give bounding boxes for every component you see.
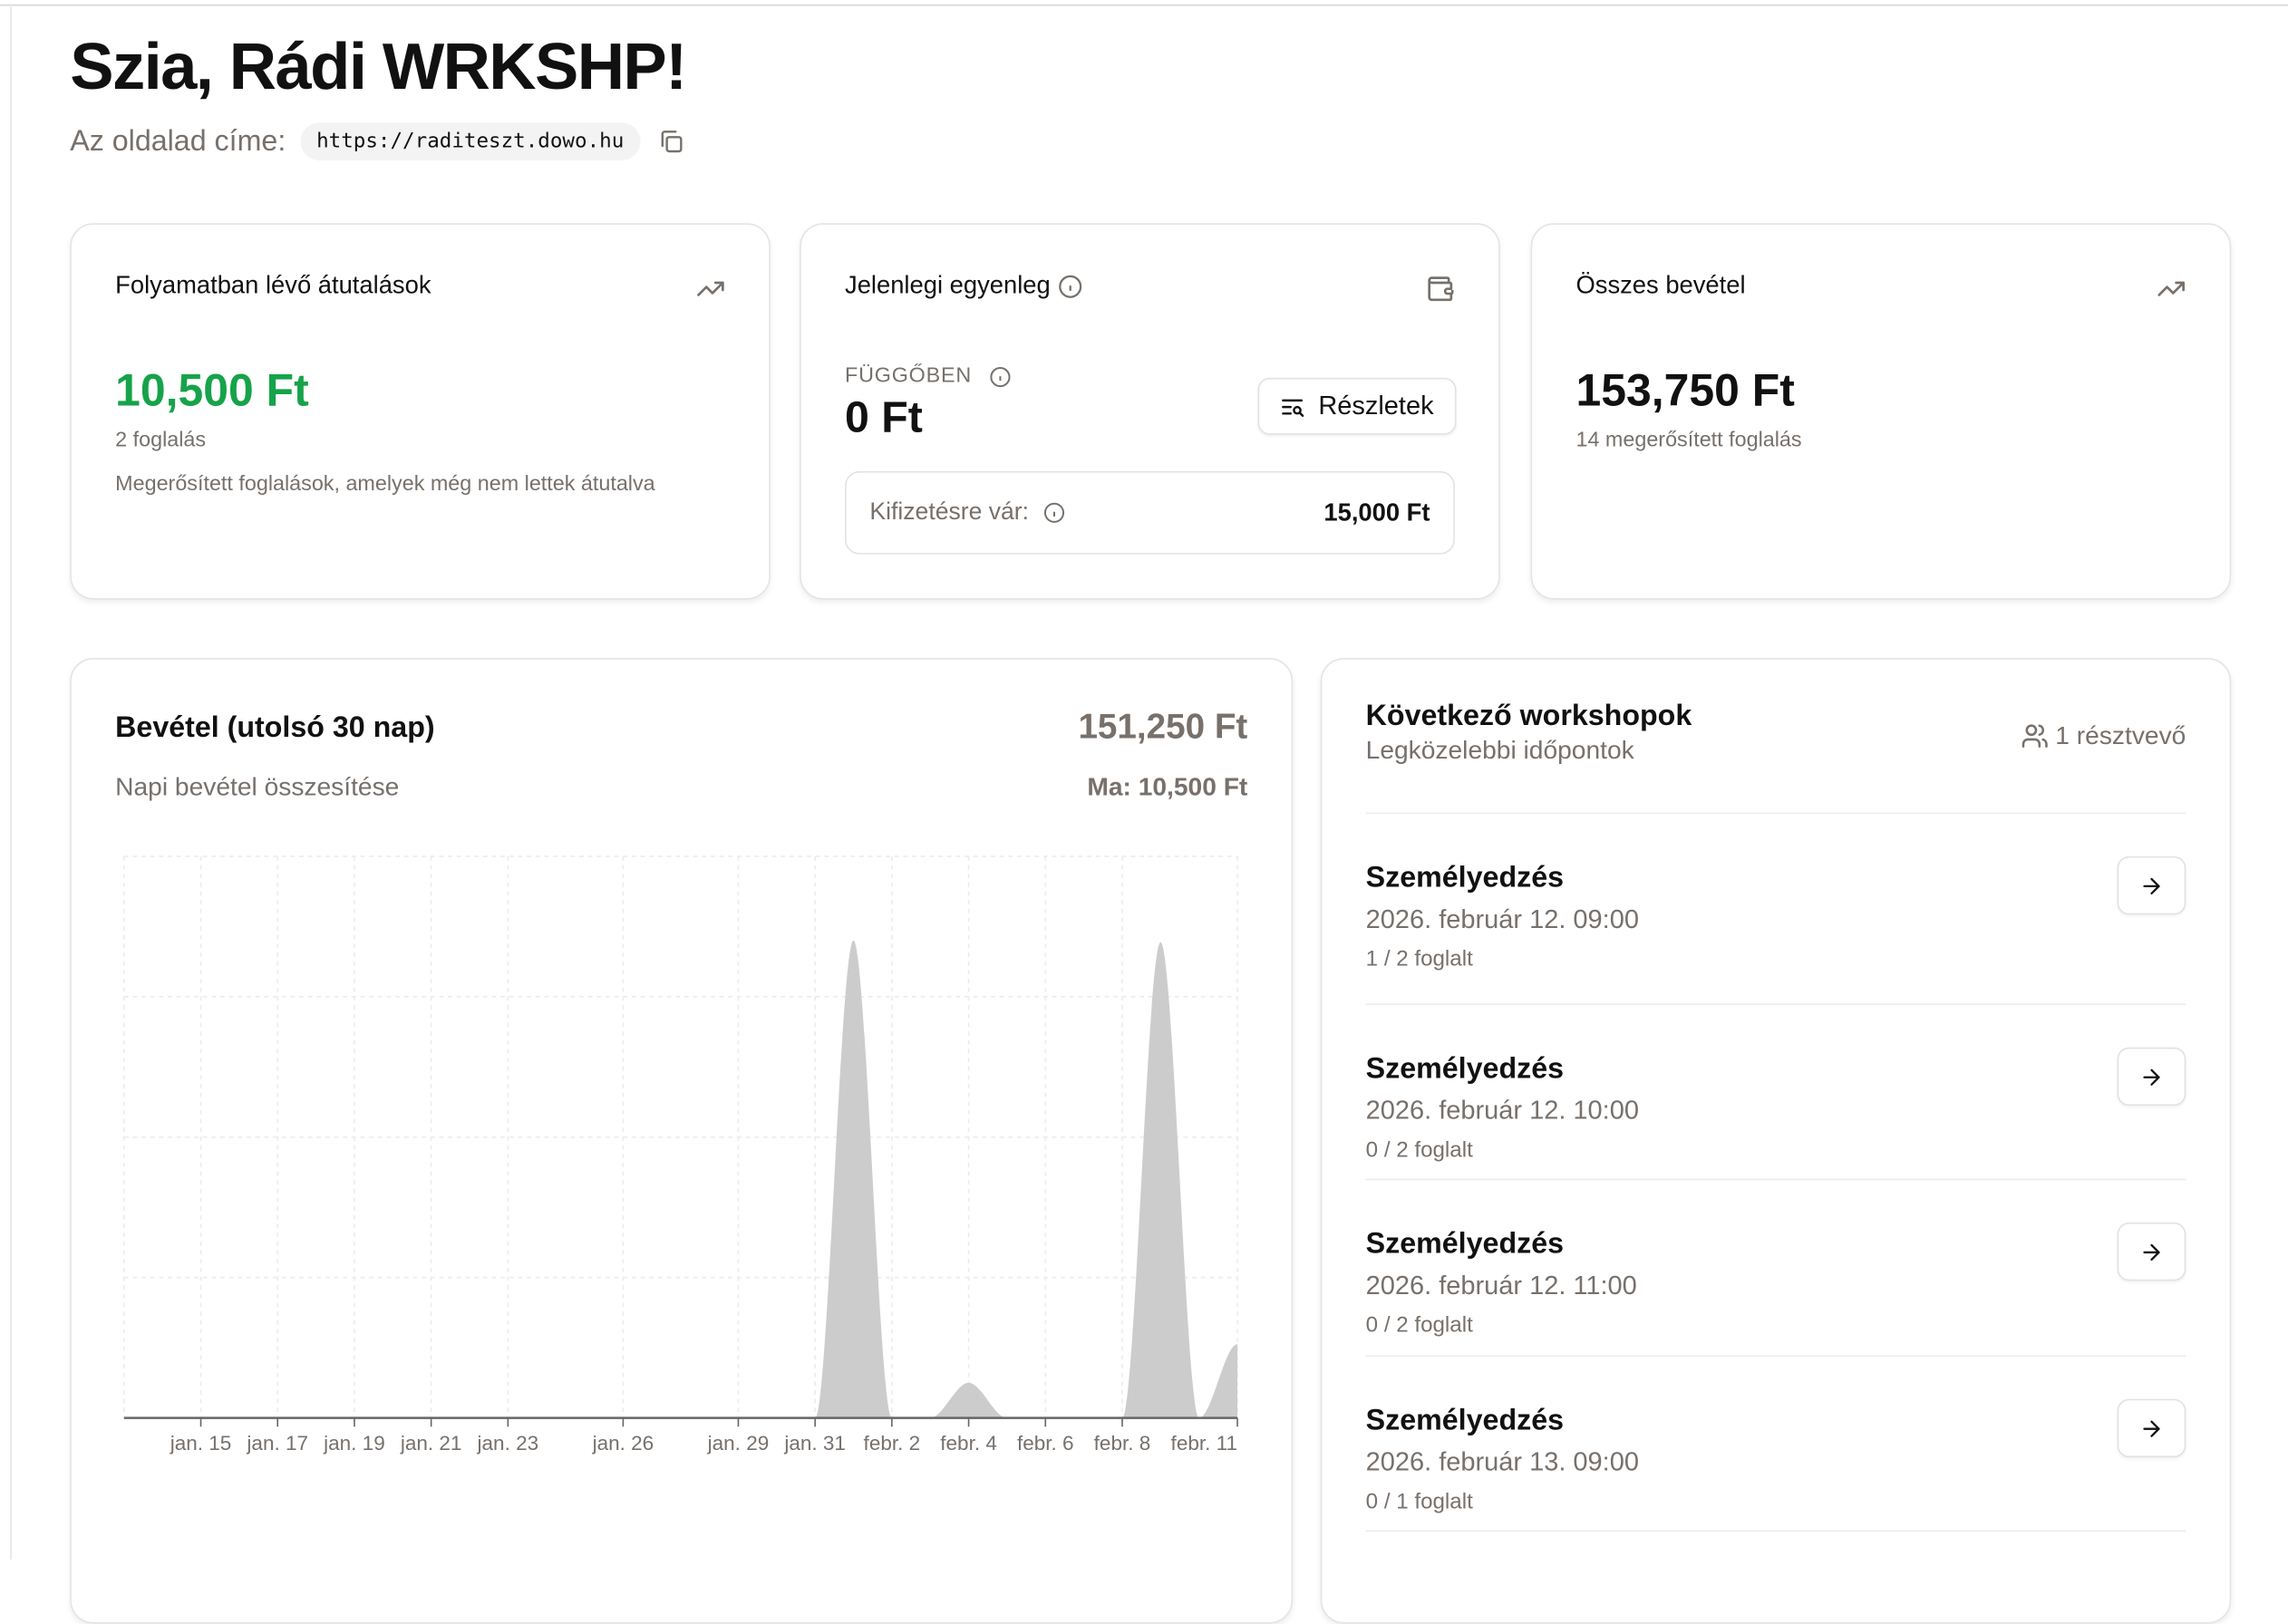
booking-count: 2 foglalás bbox=[115, 429, 207, 453]
copy-icon[interactable] bbox=[657, 129, 683, 155]
card-description: Megerősített foglalások, amelyek még nem… bbox=[115, 472, 655, 497]
site-address-row: Az oldalad címe: https://raditeszt.dowo.… bbox=[70, 122, 683, 161]
open-workshop-button[interactable] bbox=[2117, 1398, 2186, 1458]
awaiting-payout-box: Kifizetésre vár: 15,000 Ft bbox=[845, 470, 1455, 555]
wallet-icon bbox=[1428, 276, 1454, 302]
top-border bbox=[0, 4, 2288, 6]
sidebar-border bbox=[10, 4, 12, 1560]
trending-up-icon bbox=[697, 281, 724, 296]
participants-count: 1 résztvevő bbox=[2021, 720, 2186, 751]
workshop-booked: 0 / 2 foglalt bbox=[1365, 1312, 1473, 1339]
workshops-subtitle: Legközelebbi időpontok bbox=[1365, 735, 1634, 765]
x-tick-label: jan. 19 bbox=[323, 1432, 385, 1455]
site-url[interactable]: https://raditeszt.dowo.hu bbox=[300, 122, 640, 161]
workshop-date: 2026. február 12. 11:00 bbox=[1365, 1271, 1637, 1300]
divider bbox=[1365, 1530, 2186, 1532]
workshops-title: Következő workshopok bbox=[1365, 700, 1692, 733]
pending-amount: 10,500 Ft bbox=[115, 364, 309, 416]
x-tick-label: jan. 31 bbox=[783, 1432, 846, 1455]
x-tick-label: febr. 2 bbox=[864, 1432, 921, 1455]
awaiting-label-row: Kifizetésre vár: bbox=[869, 499, 1065, 527]
upcoming-workshops-card: Következő workshopok Legközelebbi időpon… bbox=[1320, 657, 2232, 1624]
card-title: Folyamatban lévő átutalások bbox=[115, 271, 431, 299]
list-search-icon bbox=[1282, 398, 1305, 417]
workshop-booked: 0 / 1 foglalt bbox=[1365, 1489, 1473, 1514]
info-icon[interactable] bbox=[1043, 502, 1065, 524]
x-tick-label: febr. 8 bbox=[1094, 1432, 1151, 1455]
chart-subtitle: Napi bevétel összesítése bbox=[115, 771, 400, 801]
x-tick-label: jan. 29 bbox=[707, 1432, 770, 1455]
arrow-right-icon bbox=[2143, 1419, 2160, 1437]
chart-title: Bevétel (utolsó 30 nap) bbox=[115, 711, 435, 744]
workshop-name: Személyedzés bbox=[1365, 862, 1565, 894]
x-tick-label: jan. 23 bbox=[477, 1432, 539, 1455]
workshop-name: Személyedzés bbox=[1365, 1405, 1565, 1437]
confirmed-count: 14 megerősített foglalás bbox=[1575, 429, 1802, 453]
arrow-right-icon bbox=[2143, 1068, 2160, 1086]
total-revenue-card: Összes bevétel 153,750 Ft 14 megerősítet… bbox=[1530, 223, 2232, 600]
workshop-name: Személyedzés bbox=[1365, 1228, 1565, 1261]
pending-label: FÜGGŐBEN bbox=[845, 364, 973, 389]
divider bbox=[1365, 812, 2186, 815]
balance-card: Jelenlegi egyenleg FÜGGŐBEN 0 Ft Részlet… bbox=[800, 223, 1500, 600]
pending-transfers-card: Folyamatban lévő átutalások 10,500 Ft 2 … bbox=[70, 223, 771, 600]
revenue-area bbox=[123, 940, 1238, 1418]
awaiting-label: Kifizetésre vár: bbox=[869, 498, 1030, 526]
divider bbox=[1365, 1178, 2186, 1181]
open-workshop-button[interactable] bbox=[2117, 1222, 2186, 1281]
x-tick-label: jan. 15 bbox=[170, 1432, 232, 1455]
open-workshop-button[interactable] bbox=[2117, 1047, 2186, 1107]
x-tick-label: jan. 26 bbox=[592, 1432, 654, 1455]
arrow-right-icon bbox=[2143, 876, 2160, 894]
workshop-booked: 0 / 2 foglalt bbox=[1365, 1137, 1473, 1163]
total-amount: 153,750 Ft bbox=[1575, 364, 1795, 416]
awaiting-amount: 15,000 Ft bbox=[1323, 498, 1430, 527]
x-tick-label: febr. 11 bbox=[1171, 1432, 1237, 1455]
x-tick-label: febr. 6 bbox=[1017, 1432, 1074, 1455]
page-title: Szia, Rádi WRKSHP! bbox=[70, 29, 687, 104]
pending-amount: 0 Ft bbox=[845, 393, 923, 442]
workshop-date: 2026. február 13. 09:00 bbox=[1365, 1446, 1639, 1477]
x-tick-label: jan. 21 bbox=[400, 1432, 462, 1455]
arrow-right-icon bbox=[2143, 1243, 2160, 1261]
info-icon[interactable] bbox=[989, 365, 1011, 387]
open-workshop-button[interactable] bbox=[2117, 856, 2186, 915]
workshop-booked: 1 / 2 foglalt bbox=[1365, 946, 1473, 972]
info-icon[interactable] bbox=[1058, 274, 1082, 298]
details-label: Részletek bbox=[1318, 391, 1434, 420]
chart-total: 151,250 Ft bbox=[1078, 707, 1248, 748]
card-title: Jelenlegi egyenleg bbox=[845, 271, 1051, 299]
workshop-date: 2026. február 12. 09:00 bbox=[1365, 904, 1639, 934]
workshop-name: Személyedzés bbox=[1365, 1053, 1565, 1086]
site-address-label: Az oldalad címe: bbox=[70, 124, 286, 158]
card-title: Összes bevétel bbox=[1575, 271, 1746, 299]
card-title-row: Jelenlegi egyenleg bbox=[845, 271, 1082, 300]
revenue-area-chart: jan. 15 jan. 17 jan. 19 jan. 21 jan. 23 jan. … bbox=[123, 856, 1238, 1455]
x-tick-label: febr. 4 bbox=[940, 1432, 997, 1455]
details-button[interactable]: Részletek bbox=[1257, 377, 1457, 435]
users-icon bbox=[2021, 724, 2047, 748]
divider bbox=[1365, 1355, 2186, 1358]
trending-up-icon bbox=[2157, 281, 2185, 296]
pending-label-row: FÜGGŐBEN bbox=[845, 364, 1011, 388]
x-tick-label: jan. 17 bbox=[246, 1432, 308, 1455]
divider bbox=[1365, 1003, 2186, 1006]
workshop-date: 2026. február 12. 10:00 bbox=[1365, 1095, 1639, 1126]
participants-label: 1 résztvevő bbox=[2055, 720, 2186, 750]
chart-today: Ma: 10,500 Ft bbox=[1087, 771, 1248, 801]
